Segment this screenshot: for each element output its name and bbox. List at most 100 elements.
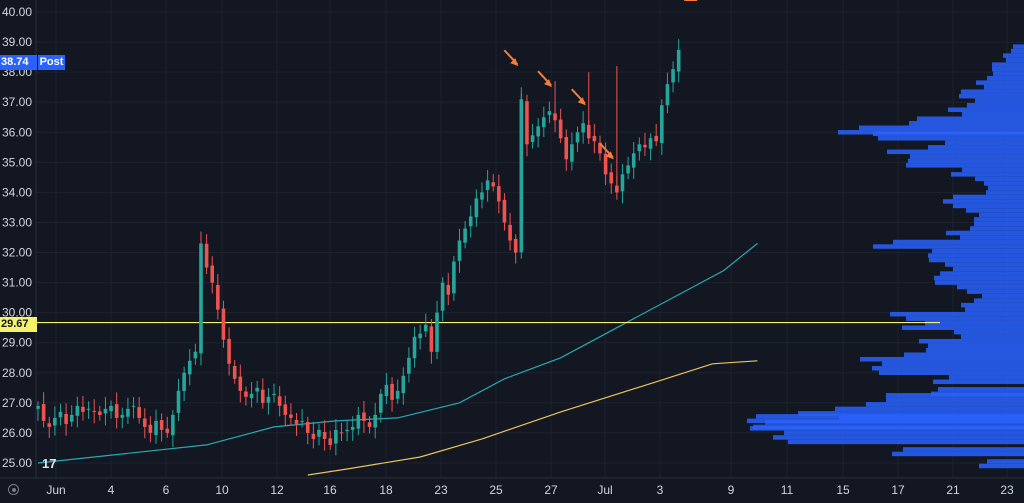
candle <box>468 205 473 238</box>
x-tick-label: 21 <box>946 483 960 497</box>
candle <box>491 174 496 192</box>
candle-body <box>350 426 355 430</box>
volume-profile-bar <box>1011 48 1024 54</box>
settings-icon[interactable] <box>8 484 19 495</box>
volume-profile-bar <box>909 121 1024 126</box>
candle-body <box>676 49 681 72</box>
candle <box>350 416 355 441</box>
candle-body <box>339 432 344 434</box>
candle-body <box>261 389 265 403</box>
volume-profile-bar <box>929 257 1024 263</box>
candle-body <box>671 69 675 83</box>
y-tick-label: 34.00 <box>2 185 32 199</box>
candle-body <box>58 411 63 418</box>
candle <box>294 412 299 436</box>
candle-body <box>412 336 417 359</box>
volume-profile-bar <box>967 102 1024 108</box>
candle-body <box>317 429 321 437</box>
candle <box>120 407 125 429</box>
candle-body <box>620 174 625 192</box>
candle <box>227 327 231 376</box>
candle-body <box>547 111 552 116</box>
candle <box>660 99 664 155</box>
candle <box>244 386 248 406</box>
candle <box>81 395 85 421</box>
x-tick-label: 25 <box>489 483 503 497</box>
candle-body <box>575 132 580 143</box>
candle-body <box>542 117 546 128</box>
candle-body <box>379 393 383 413</box>
y-tick-label: 28.00 <box>2 366 32 380</box>
candle <box>401 367 406 405</box>
candle-body <box>536 126 540 137</box>
candle <box>216 274 220 320</box>
tradingview-logo[interactable]: 17 <box>42 456 57 471</box>
candle-body <box>272 393 276 396</box>
candle <box>463 221 467 249</box>
volume-profile-bar <box>949 375 1024 380</box>
y-tick-label: 27.00 <box>2 396 32 410</box>
volume-profile-bar <box>919 338 1024 344</box>
volume-profile-bar <box>873 244 1024 249</box>
candle <box>564 129 569 171</box>
volume-profile-bar <box>788 439 1024 445</box>
volume-profile-bar <box>948 107 1024 112</box>
candle-body <box>356 414 361 429</box>
x-tick-label: 18 <box>379 483 393 497</box>
candle <box>671 61 675 93</box>
x-tick-label: 9 <box>728 483 735 497</box>
candle-body <box>244 391 248 397</box>
candle <box>334 419 338 456</box>
candle <box>637 137 642 161</box>
candle-body <box>609 172 614 184</box>
volume-profile-bar <box>961 334 1024 339</box>
volume-profile-bar <box>887 149 1024 155</box>
candle <box>86 401 91 419</box>
candle-body <box>660 105 664 144</box>
volume-profile-bar <box>943 199 1024 204</box>
volume-profile-bar <box>987 75 1024 81</box>
candle-body <box>474 198 479 218</box>
candle <box>64 403 68 436</box>
candle-body <box>171 414 175 436</box>
candle-body <box>41 404 46 421</box>
candle-body <box>75 405 80 416</box>
volume-profile-bar <box>925 320 1024 326</box>
candle <box>311 421 316 449</box>
x-tick-label: 12 <box>270 483 284 497</box>
volume-profile-bar <box>886 397 1024 403</box>
candle <box>69 405 74 427</box>
candle-body <box>592 135 597 142</box>
candle-body <box>311 433 316 439</box>
volume-profile-bar <box>961 89 1024 94</box>
volume-profile-bar <box>975 98 1024 103</box>
candle-body <box>283 404 288 415</box>
volume-profile-bar <box>933 379 1024 385</box>
candle <box>581 111 585 144</box>
candle <box>395 379 400 404</box>
candle-body <box>216 284 220 310</box>
arrow-head <box>544 79 553 88</box>
candle <box>266 388 271 415</box>
volume-profile-bar <box>945 140 1024 146</box>
volume-profile-bar <box>975 176 1024 182</box>
candle <box>272 383 276 403</box>
candle <box>418 324 422 350</box>
candle <box>547 101 552 124</box>
candle-body <box>221 308 226 340</box>
candle-body <box>109 405 113 412</box>
candle-body <box>468 216 473 227</box>
y-tick-label: 37.00 <box>2 95 32 109</box>
volume-profile-bar <box>987 459 1024 464</box>
x-tick-label: 16 <box>323 483 337 497</box>
volume-profile-bar <box>962 167 1024 173</box>
candle <box>542 106 546 138</box>
candle-body <box>502 199 507 223</box>
volume-profile-bar <box>902 325 1024 330</box>
candle <box>322 420 327 451</box>
candle-body <box>289 414 293 418</box>
volume-profile-bar <box>859 125 1024 131</box>
candle-body <box>300 420 304 422</box>
volume-profile-bar <box>953 266 1024 272</box>
